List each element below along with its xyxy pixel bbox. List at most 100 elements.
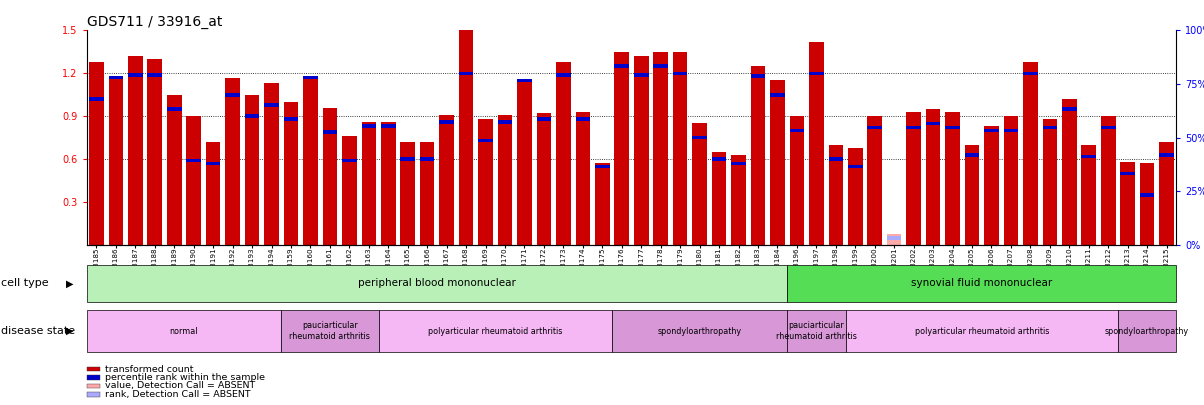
Bar xyxy=(1062,107,1076,111)
Bar xyxy=(380,122,396,245)
Bar xyxy=(926,122,940,125)
Bar xyxy=(1023,72,1038,75)
Bar xyxy=(380,124,396,128)
Bar xyxy=(303,76,318,79)
Bar xyxy=(518,79,532,82)
Text: synovial fluid mononuclear: synovial fluid mononuclear xyxy=(911,279,1052,288)
Bar xyxy=(167,107,182,111)
Bar xyxy=(244,115,259,118)
Text: value, Detection Call = ABSENT: value, Detection Call = ABSENT xyxy=(105,382,255,390)
Bar xyxy=(361,124,376,128)
Bar xyxy=(556,73,571,77)
Bar xyxy=(867,126,883,130)
Bar xyxy=(420,142,435,245)
Bar xyxy=(614,52,628,245)
Bar xyxy=(964,153,979,157)
Bar xyxy=(206,142,220,245)
Bar xyxy=(1081,155,1096,158)
Bar xyxy=(89,97,104,101)
Text: normal: normal xyxy=(170,326,199,336)
Bar xyxy=(108,76,123,79)
Bar xyxy=(750,75,766,78)
Bar xyxy=(595,164,609,168)
Bar xyxy=(264,83,279,245)
Bar xyxy=(459,72,473,75)
Text: disease state: disease state xyxy=(1,326,76,336)
Bar xyxy=(887,234,902,245)
Bar xyxy=(420,158,435,161)
Bar xyxy=(225,93,240,96)
Text: ▶: ▶ xyxy=(66,279,73,288)
Bar xyxy=(1159,153,1174,157)
Bar xyxy=(518,82,532,245)
Text: rank, Detection Call = ABSENT: rank, Detection Call = ABSENT xyxy=(105,390,250,399)
Text: spondyloarthropathy: spondyloarthropathy xyxy=(1105,326,1190,336)
Bar xyxy=(907,112,921,245)
Bar xyxy=(206,162,220,165)
Bar xyxy=(1121,162,1135,245)
Bar xyxy=(187,116,201,245)
Bar xyxy=(361,122,376,245)
Text: polyarticular rheumatoid arthritis: polyarticular rheumatoid arthritis xyxy=(915,326,1049,336)
Bar xyxy=(635,56,649,245)
Bar xyxy=(1062,99,1076,245)
Bar xyxy=(478,119,492,245)
Text: GDS711 / 33916_at: GDS711 / 33916_at xyxy=(87,15,222,29)
Bar xyxy=(439,115,454,245)
Bar xyxy=(790,129,804,132)
Bar xyxy=(964,145,979,245)
Bar xyxy=(1023,62,1038,245)
Bar xyxy=(635,73,649,77)
Text: transformed count: transformed count xyxy=(105,364,194,373)
Bar xyxy=(771,93,785,96)
Bar xyxy=(907,126,921,130)
Bar xyxy=(225,78,240,245)
Bar xyxy=(167,95,182,245)
Bar xyxy=(478,139,492,142)
Bar xyxy=(537,117,551,121)
Bar xyxy=(1159,142,1174,245)
Bar xyxy=(1043,126,1057,130)
Bar xyxy=(148,73,163,77)
Text: ▶: ▶ xyxy=(66,326,73,336)
Bar xyxy=(128,73,142,77)
Bar xyxy=(323,108,337,245)
Bar xyxy=(187,159,201,162)
Text: peripheral blood mononuclear: peripheral blood mononuclear xyxy=(358,279,515,288)
Text: percentile rank within the sample: percentile rank within the sample xyxy=(105,373,265,382)
Text: pauciarticular
rheumatoid arthritis: pauciarticular rheumatoid arthritis xyxy=(289,322,371,341)
Bar xyxy=(828,158,843,161)
Bar xyxy=(264,103,279,107)
Bar xyxy=(731,155,745,245)
Bar xyxy=(1100,116,1115,245)
Bar xyxy=(809,72,824,75)
Bar xyxy=(401,142,415,245)
Bar xyxy=(750,66,766,245)
Bar xyxy=(790,116,804,245)
Bar xyxy=(848,164,862,168)
Bar xyxy=(887,236,902,240)
Bar xyxy=(342,159,356,162)
Bar xyxy=(945,126,960,130)
Bar xyxy=(148,59,163,245)
Bar xyxy=(984,126,999,245)
Text: polyarticular rheumatoid arthritis: polyarticular rheumatoid arthritis xyxy=(429,326,562,336)
Bar xyxy=(1121,172,1135,175)
Bar xyxy=(1100,126,1115,130)
Bar xyxy=(244,95,259,245)
Bar xyxy=(945,112,960,245)
Bar xyxy=(654,64,668,68)
Bar xyxy=(595,164,609,245)
Bar xyxy=(848,148,862,245)
Bar xyxy=(692,124,707,245)
Bar xyxy=(731,162,745,165)
Bar xyxy=(284,117,299,121)
Bar xyxy=(323,130,337,134)
Bar xyxy=(692,136,707,139)
Bar xyxy=(303,76,318,245)
Bar xyxy=(108,76,123,245)
Bar xyxy=(556,62,571,245)
Bar xyxy=(497,120,513,124)
Bar xyxy=(926,109,940,245)
Bar xyxy=(401,158,415,161)
